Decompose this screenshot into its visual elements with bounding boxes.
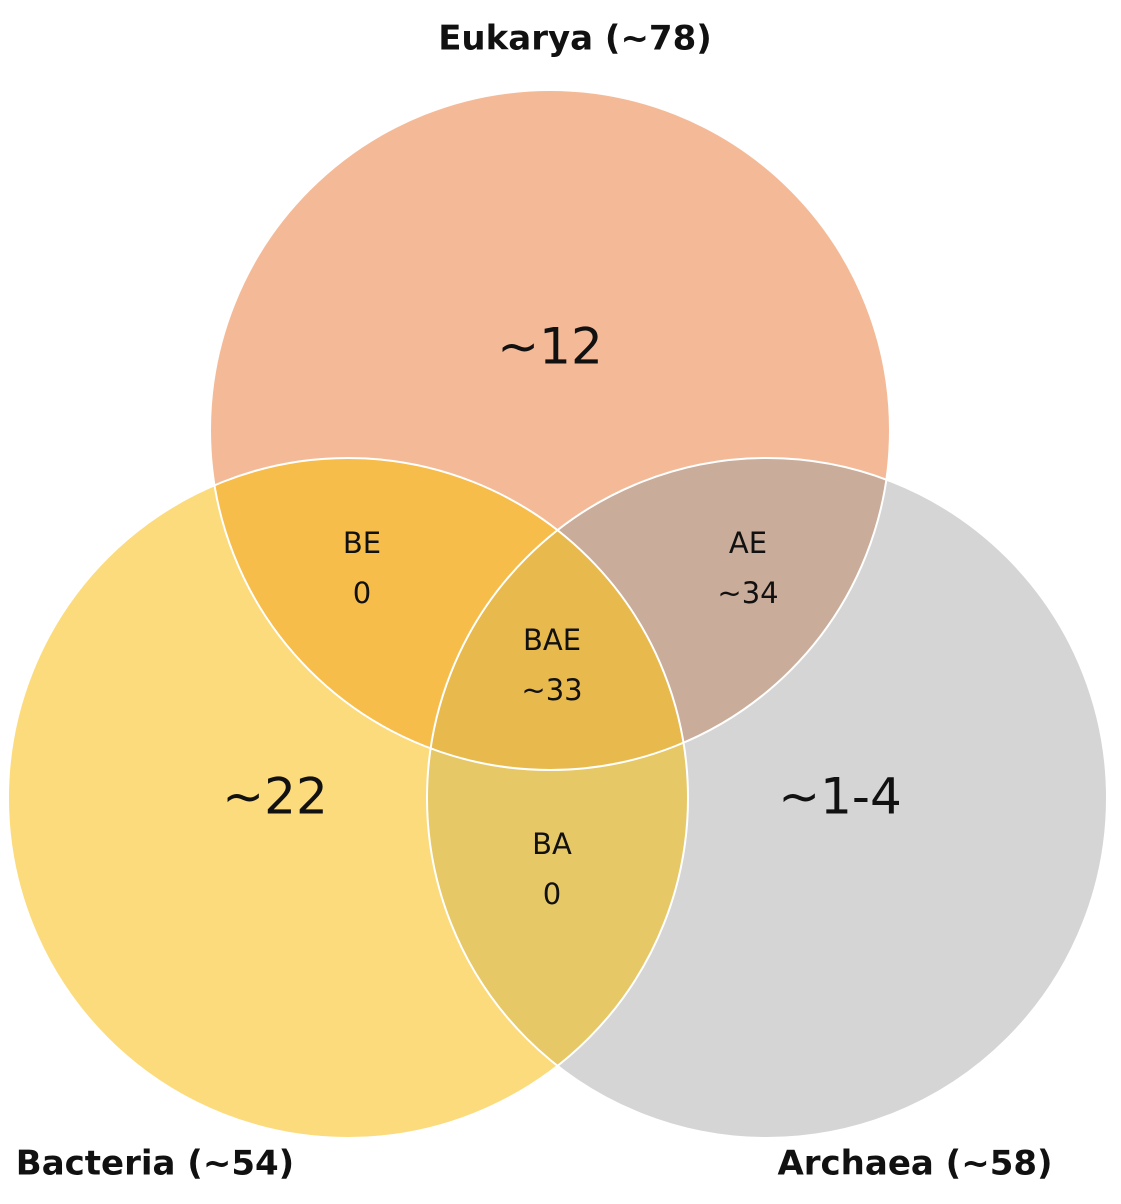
- archaea-only-value: ~1-4: [778, 768, 902, 826]
- eukarya-only-value: ~12: [497, 318, 603, 376]
- ba-label: BA: [532, 827, 572, 861]
- bae-value: ~33: [521, 673, 582, 707]
- bacteria-only-value: ~22: [222, 768, 328, 826]
- be-label: BE: [343, 526, 381, 560]
- bacteria-label: Bacteria (~54): [16, 1144, 294, 1184]
- ba-value: 0: [543, 877, 561, 911]
- ae-value: ~34: [717, 576, 778, 610]
- bae-label: BAE: [523, 623, 581, 657]
- be-value: 0: [353, 576, 371, 610]
- outlines: [7, 89, 1108, 1139]
- eukarya-label: Eukarya (~78): [438, 19, 712, 59]
- archaea-label: Archaea (~58): [777, 1144, 1052, 1184]
- ae-label: AE: [729, 526, 767, 560]
- bae-region: [427, 458, 688, 770]
